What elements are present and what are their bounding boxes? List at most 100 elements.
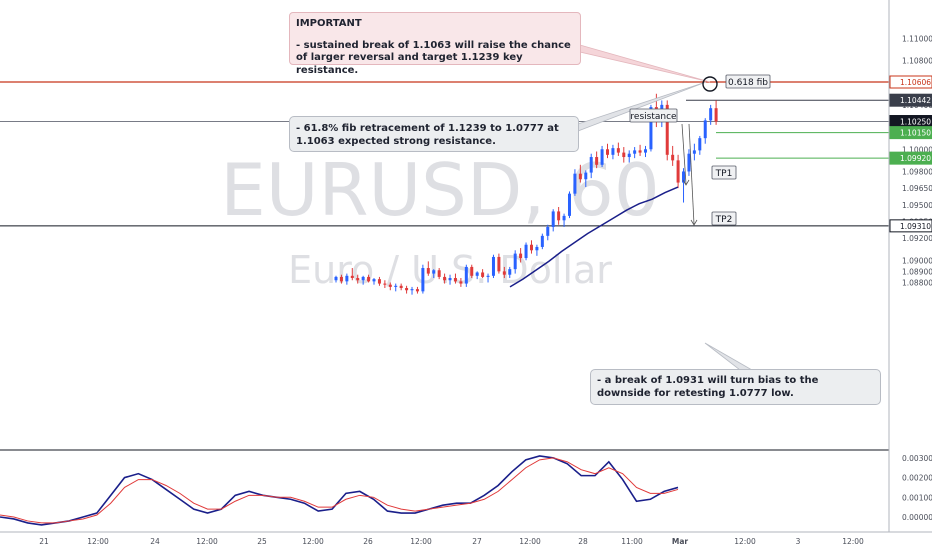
candle-body: [481, 272, 485, 277]
candle[interactable]: [415, 286, 419, 294]
candle[interactable]: [448, 274, 452, 285]
tp1-arrowhead: [682, 179, 690, 186]
candle[interactable]: [339, 274, 343, 284]
candle[interactable]: [394, 283, 398, 292]
projection-arrows: [681, 123, 698, 226]
candle[interactable]: [350, 268, 354, 281]
candle[interactable]: [361, 275, 365, 285]
fib-circle[interactable]: [702, 76, 718, 92]
important-note[interactable]: IMPORTANT - sustained break of 1.1063 wi…: [289, 12, 581, 76]
candle[interactable]: [611, 144, 615, 160]
candle-body: [535, 246, 539, 251]
candle[interactable]: [405, 285, 409, 294]
candle[interactable]: [595, 151, 599, 169]
candle[interactable]: [491, 254, 495, 279]
candle[interactable]: [622, 147, 626, 163]
candle[interactable]: [356, 274, 360, 284]
candle[interactable]: [497, 253, 501, 274]
candle[interactable]: [692, 143, 696, 161]
price-tick-label: 1.09800: [902, 167, 932, 176]
candle[interactable]: [508, 266, 512, 279]
candle[interactable]: [383, 280, 387, 289]
candle[interactable]: [714, 100, 718, 125]
candle[interactable]: [676, 154, 680, 189]
candle-body: [448, 278, 452, 281]
candle[interactable]: [519, 248, 523, 263]
candle[interactable]: [529, 240, 533, 254]
candle[interactable]: [410, 286, 414, 295]
candle[interactable]: [453, 273, 457, 284]
candle[interactable]: [421, 264, 425, 294]
break-note[interactable]: - a break of 1.0931 will turn bias to th…: [590, 369, 881, 405]
candle[interactable]: [524, 242, 528, 261]
candle[interactable]: [584, 170, 588, 188]
candle-body: [687, 153, 691, 172]
candle[interactable]: [399, 283, 403, 291]
candle[interactable]: [443, 273, 447, 284]
tp2-label-box: [711, 211, 737, 226]
chart-labels: 0.618 fib resistance TP1 TP2: [629, 74, 771, 226]
candle[interactable]: [703, 118, 707, 144]
candle[interactable]: [562, 213, 566, 227]
break-note-text: - a break of 1.0931 will turn bias to th…: [597, 375, 819, 399]
candle[interactable]: [606, 143, 609, 159]
candle[interactable]: [638, 144, 642, 156]
candle[interactable]: [644, 145, 648, 158]
resistance-label: resistance: [630, 112, 677, 122]
candle[interactable]: [367, 274, 371, 283]
candle[interactable]: [682, 168, 686, 203]
candle[interactable]: [698, 135, 702, 155]
price-tick-label: 1.10000: [902, 145, 932, 154]
price-tick-label: 1.09500: [902, 201, 932, 210]
candle-body: [339, 276, 343, 282]
price-tick-label: 1.08800: [902, 278, 932, 287]
candle[interactable]: [540, 233, 544, 250]
candle-body: [638, 150, 642, 153]
candle[interactable]: [709, 104, 713, 125]
candle[interactable]: [334, 275, 338, 283]
candle[interactable]: [513, 250, 517, 274]
candle[interactable]: [372, 278, 376, 285]
candle[interactable]: [616, 142, 620, 156]
candle[interactable]: [578, 164, 582, 183]
candle-body: [600, 149, 604, 165]
candle[interactable]: [557, 206, 561, 225]
candle[interactable]: [535, 244, 539, 256]
candle[interactable]: [388, 282, 392, 291]
price-tick-label: 1.10800: [902, 56, 932, 65]
candle[interactable]: [573, 169, 577, 196]
candle[interactable]: [551, 209, 555, 232]
candle-body: [562, 215, 566, 221]
candle[interactable]: [567, 191, 571, 219]
candle[interactable]: [459, 278, 463, 287]
candle[interactable]: [432, 269, 436, 279]
candle[interactable]: [437, 268, 441, 280]
candle[interactable]: [345, 273, 349, 285]
candle[interactable]: [546, 224, 550, 241]
price-label-box: [889, 219, 932, 233]
candle-body: [367, 276, 371, 282]
candle[interactable]: [687, 149, 691, 176]
candle[interactable]: [426, 261, 430, 276]
candle[interactable]: [627, 150, 631, 163]
candle[interactable]: [589, 153, 593, 179]
candle[interactable]: [464, 264, 468, 287]
price-label-text: 1.10150: [900, 129, 931, 138]
oscillator-tick-label: 0.00200: [902, 474, 932, 483]
candle[interactable]: [633, 147, 637, 159]
candle-body: [361, 276, 365, 281]
candle[interactable]: [470, 264, 474, 279]
candle[interactable]: [486, 273, 490, 283]
oscillator-tick-label: 0.00000: [902, 513, 932, 522]
fib-note[interactable]: - 61.8% fib retracement of 1.1239 to 1.0…: [289, 116, 579, 152]
candle[interactable]: [377, 276, 381, 286]
candle[interactable]: [671, 145, 675, 166]
candle-body: [627, 153, 631, 158]
candle[interactable]: [481, 269, 485, 279]
candle[interactable]: [600, 145, 604, 168]
candle-body: [589, 157, 593, 173]
candle[interactable]: [475, 271, 479, 280]
candle[interactable]: [502, 266, 506, 279]
